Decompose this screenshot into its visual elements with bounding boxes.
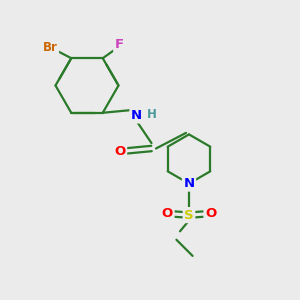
Text: O: O — [114, 145, 126, 158]
Text: O: O — [205, 207, 216, 220]
Text: F: F — [115, 38, 124, 51]
Text: N: N — [183, 177, 195, 190]
Text: Br: Br — [43, 41, 58, 54]
Text: H: H — [147, 107, 157, 121]
Text: S: S — [184, 208, 194, 222]
Text: N: N — [131, 109, 142, 122]
Text: O: O — [162, 207, 173, 220]
